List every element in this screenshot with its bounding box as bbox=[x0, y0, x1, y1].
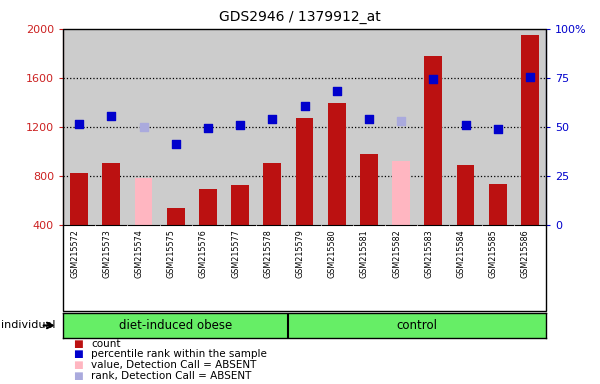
Text: ■: ■ bbox=[73, 339, 83, 349]
Point bbox=[139, 124, 148, 130]
Bar bbox=[134, 178, 152, 225]
Point bbox=[235, 122, 245, 129]
Bar bbox=[489, 184, 506, 225]
Text: individual: individual bbox=[1, 320, 56, 331]
Text: GSM215583: GSM215583 bbox=[424, 229, 433, 278]
Text: GDS2946 / 1379912_at: GDS2946 / 1379912_at bbox=[219, 10, 381, 23]
Bar bbox=[231, 185, 249, 225]
Bar bbox=[70, 173, 88, 225]
Text: ■: ■ bbox=[73, 371, 83, 381]
Point bbox=[397, 118, 406, 124]
Text: diet-induced obese: diet-induced obese bbox=[119, 319, 232, 332]
Text: GSM215579: GSM215579 bbox=[296, 229, 305, 278]
Text: GSM215581: GSM215581 bbox=[360, 229, 369, 278]
Text: rank, Detection Call = ABSENT: rank, Detection Call = ABSENT bbox=[91, 371, 251, 381]
Bar bbox=[199, 189, 217, 225]
Text: GSM215572: GSM215572 bbox=[70, 229, 79, 278]
Bar bbox=[296, 118, 313, 225]
Point bbox=[171, 141, 181, 147]
Point bbox=[107, 113, 116, 119]
Text: GSM215578: GSM215578 bbox=[263, 229, 272, 278]
Text: GSM215574: GSM215574 bbox=[134, 229, 143, 278]
Point bbox=[525, 73, 535, 79]
Text: GSM215577: GSM215577 bbox=[231, 229, 240, 278]
Text: value, Detection Call = ABSENT: value, Detection Call = ABSENT bbox=[91, 360, 257, 370]
Text: ■: ■ bbox=[73, 360, 83, 370]
Text: count: count bbox=[91, 339, 121, 349]
Point bbox=[461, 122, 470, 129]
Text: percentile rank within the sample: percentile rank within the sample bbox=[91, 349, 267, 359]
Point bbox=[364, 116, 374, 122]
Bar bbox=[457, 165, 475, 225]
Text: GSM215580: GSM215580 bbox=[328, 229, 337, 278]
Text: GSM215582: GSM215582 bbox=[392, 229, 401, 278]
Point bbox=[74, 121, 84, 127]
Text: GSM215586: GSM215586 bbox=[521, 229, 530, 278]
Point bbox=[300, 103, 310, 109]
Text: GSM215575: GSM215575 bbox=[167, 229, 176, 278]
Point bbox=[493, 126, 503, 132]
Text: GSM215584: GSM215584 bbox=[457, 229, 466, 278]
Bar bbox=[360, 154, 378, 225]
Bar bbox=[521, 35, 539, 225]
Point bbox=[428, 76, 438, 82]
Bar bbox=[103, 164, 120, 225]
Point bbox=[203, 125, 213, 131]
Bar bbox=[263, 164, 281, 225]
Bar bbox=[424, 56, 442, 225]
Text: GSM215585: GSM215585 bbox=[489, 229, 498, 278]
Point bbox=[268, 116, 277, 122]
Text: GSM215573: GSM215573 bbox=[102, 229, 112, 278]
Text: control: control bbox=[397, 319, 438, 332]
Bar bbox=[167, 207, 185, 225]
Text: ■: ■ bbox=[73, 349, 83, 359]
Point bbox=[332, 88, 341, 94]
Bar bbox=[392, 161, 410, 225]
Bar bbox=[328, 103, 346, 225]
Text: GSM215576: GSM215576 bbox=[199, 229, 208, 278]
